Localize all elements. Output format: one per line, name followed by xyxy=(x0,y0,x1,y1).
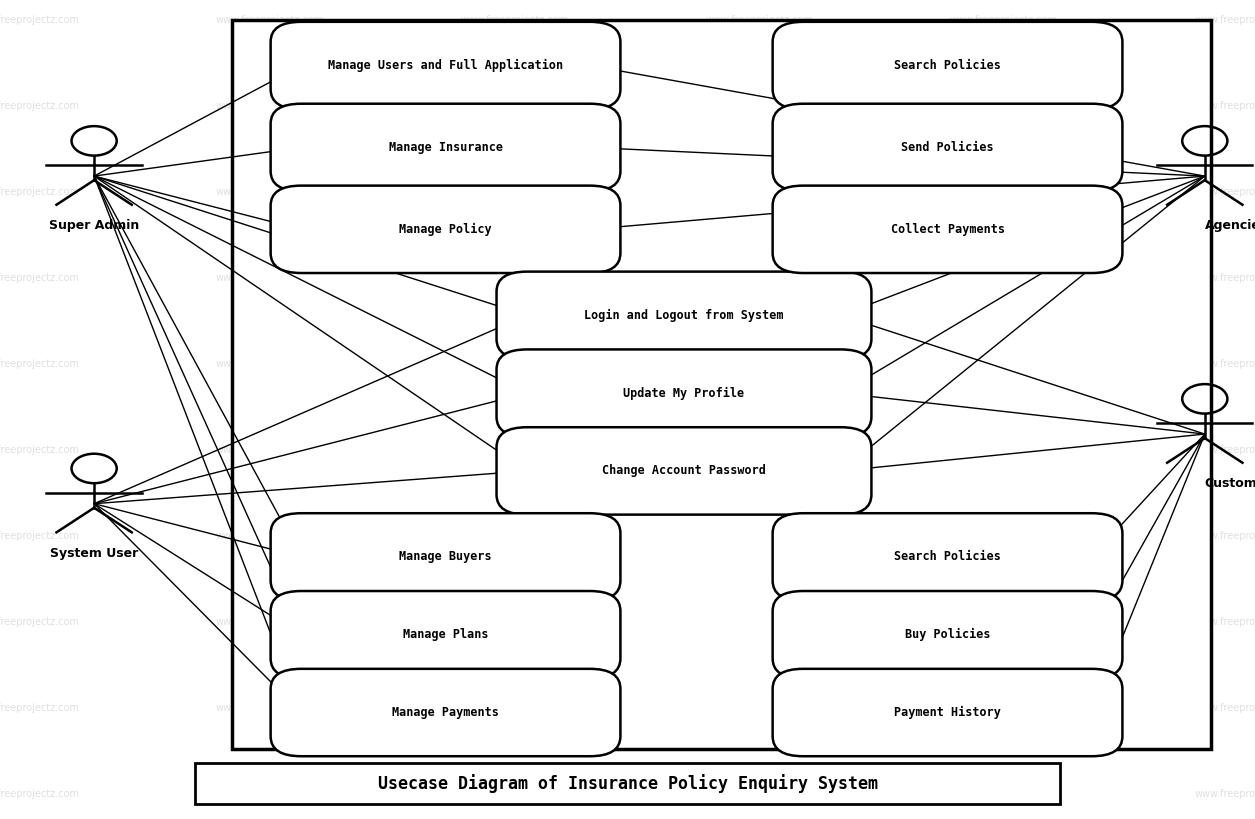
Text: www.freeprojectz.com: www.freeprojectz.com xyxy=(950,446,1058,455)
Bar xyxy=(232,20,1211,749)
FancyBboxPatch shape xyxy=(497,350,871,437)
Text: Manage Insurance: Manage Insurance xyxy=(389,141,502,154)
Text: www.freeprojectz.com: www.freeprojectz.com xyxy=(950,274,1058,283)
Text: www.freeprojectz.com: www.freeprojectz.com xyxy=(0,274,79,283)
Text: www.freeprojectz.com: www.freeprojectz.com xyxy=(461,446,569,455)
Text: www.freeprojectz.com: www.freeprojectz.com xyxy=(0,16,79,25)
Text: Login and Logout from System: Login and Logout from System xyxy=(585,309,783,322)
Text: www.freeprojectz.com: www.freeprojectz.com xyxy=(950,790,1058,799)
Text: Payment History: Payment History xyxy=(894,706,1001,719)
FancyBboxPatch shape xyxy=(773,186,1122,273)
Text: www.freeprojectz.com: www.freeprojectz.com xyxy=(1195,16,1255,25)
Text: www.freeprojectz.com: www.freeprojectz.com xyxy=(461,618,569,627)
FancyBboxPatch shape xyxy=(773,514,1122,600)
FancyBboxPatch shape xyxy=(271,514,620,600)
Text: www.freeprojectz.com: www.freeprojectz.com xyxy=(0,102,79,111)
Text: www.freeprojectz.com: www.freeprojectz.com xyxy=(216,188,324,197)
Text: www.freeprojectz.com: www.freeprojectz.com xyxy=(1195,704,1255,713)
Text: www.freeprojectz.com: www.freeprojectz.com xyxy=(1195,188,1255,197)
FancyBboxPatch shape xyxy=(271,22,620,109)
Text: www.freeprojectz.com: www.freeprojectz.com xyxy=(705,532,813,541)
Text: www.freeprojectz.com: www.freeprojectz.com xyxy=(0,360,79,369)
Text: www.freeprojectz.com: www.freeprojectz.com xyxy=(461,16,569,25)
Text: www.freeprojectz.com: www.freeprojectz.com xyxy=(705,102,813,111)
Text: Send Policies: Send Policies xyxy=(901,141,994,154)
Text: www.freeprojectz.com: www.freeprojectz.com xyxy=(1195,446,1255,455)
Text: www.freeprojectz.com: www.freeprojectz.com xyxy=(950,16,1058,25)
Text: Manage Payments: Manage Payments xyxy=(392,706,499,719)
FancyBboxPatch shape xyxy=(271,104,620,191)
Text: Buy Policies: Buy Policies xyxy=(905,628,990,641)
Text: www.freeprojectz.com: www.freeprojectz.com xyxy=(1195,360,1255,369)
Text: www.freeprojectz.com: www.freeprojectz.com xyxy=(705,618,813,627)
Text: www.freeprojectz.com: www.freeprojectz.com xyxy=(705,188,813,197)
Text: www.freeprojectz.com: www.freeprojectz.com xyxy=(950,360,1058,369)
Text: Customers: Customers xyxy=(1205,477,1255,491)
Text: www.freeprojectz.com: www.freeprojectz.com xyxy=(1195,102,1255,111)
Bar xyxy=(195,763,1060,804)
Text: Update My Profile: Update My Profile xyxy=(624,387,744,400)
Text: www.freeprojectz.com: www.freeprojectz.com xyxy=(461,360,569,369)
Text: www.freeprojectz.com: www.freeprojectz.com xyxy=(950,188,1058,197)
Text: www.freeprojectz.com: www.freeprojectz.com xyxy=(461,274,569,283)
Text: www.freeprojectz.com: www.freeprojectz.com xyxy=(0,446,79,455)
Text: www.freeprojectz.com: www.freeprojectz.com xyxy=(705,274,813,283)
Text: www.freeprojectz.com: www.freeprojectz.com xyxy=(216,532,324,541)
Text: Manage Policy: Manage Policy xyxy=(399,223,492,236)
Text: www.freeprojectz.com: www.freeprojectz.com xyxy=(0,532,79,541)
Text: www.freeprojectz.com: www.freeprojectz.com xyxy=(1195,274,1255,283)
Text: www.freeprojectz.com: www.freeprojectz.com xyxy=(216,446,324,455)
Text: Change Account Password: Change Account Password xyxy=(602,464,766,477)
Text: www.freeprojectz.com: www.freeprojectz.com xyxy=(0,704,79,713)
Text: Manage Plans: Manage Plans xyxy=(403,628,488,641)
Text: Super Admin: Super Admin xyxy=(49,219,139,233)
Text: www.freeprojectz.com: www.freeprojectz.com xyxy=(216,360,324,369)
Text: www.freeprojectz.com: www.freeprojectz.com xyxy=(705,790,813,799)
Text: www.freeprojectz.com: www.freeprojectz.com xyxy=(705,704,813,713)
Text: Search Policies: Search Policies xyxy=(894,550,1001,563)
Text: Manage Buyers: Manage Buyers xyxy=(399,550,492,563)
Text: www.freeprojectz.com: www.freeprojectz.com xyxy=(0,790,79,799)
Text: www.freeprojectz.com: www.freeprojectz.com xyxy=(461,188,569,197)
Text: www.freeprojectz.com: www.freeprojectz.com xyxy=(461,102,569,111)
FancyBboxPatch shape xyxy=(773,104,1122,191)
FancyBboxPatch shape xyxy=(271,186,620,273)
Text: Collect Payments: Collect Payments xyxy=(891,223,1004,236)
Text: www.freeprojectz.com: www.freeprojectz.com xyxy=(0,618,79,627)
FancyBboxPatch shape xyxy=(773,669,1122,756)
FancyBboxPatch shape xyxy=(497,428,871,514)
FancyBboxPatch shape xyxy=(271,591,620,678)
Text: System User: System User xyxy=(50,547,138,560)
Text: www.freeprojectz.com: www.freeprojectz.com xyxy=(705,16,813,25)
Text: www.freeprojectz.com: www.freeprojectz.com xyxy=(461,532,569,541)
Text: www.freeprojectz.com: www.freeprojectz.com xyxy=(216,790,324,799)
Text: www.freeprojectz.com: www.freeprojectz.com xyxy=(950,102,1058,111)
Text: www.freeprojectz.com: www.freeprojectz.com xyxy=(950,532,1058,541)
Text: Usecase Diagram of Insurance Policy Enquiry System: Usecase Diagram of Insurance Policy Enqu… xyxy=(378,774,877,794)
Text: www.freeprojectz.com: www.freeprojectz.com xyxy=(1195,532,1255,541)
FancyBboxPatch shape xyxy=(773,591,1122,678)
Text: www.freeprojectz.com: www.freeprojectz.com xyxy=(461,790,569,799)
FancyBboxPatch shape xyxy=(773,22,1122,109)
Text: Agencies: Agencies xyxy=(1205,219,1255,233)
Text: www.freeprojectz.com: www.freeprojectz.com xyxy=(1195,790,1255,799)
Text: www.freeprojectz.com: www.freeprojectz.com xyxy=(950,704,1058,713)
Text: www.freeprojectz.com: www.freeprojectz.com xyxy=(950,618,1058,627)
Text: www.freeprojectz.com: www.freeprojectz.com xyxy=(705,360,813,369)
Text: www.freeprojectz.com: www.freeprojectz.com xyxy=(1195,618,1255,627)
FancyBboxPatch shape xyxy=(271,669,620,756)
Text: www.freeprojectz.com: www.freeprojectz.com xyxy=(0,188,79,197)
Text: www.freeprojectz.com: www.freeprojectz.com xyxy=(216,102,324,111)
FancyBboxPatch shape xyxy=(497,272,871,359)
Text: www.freeprojectz.com: www.freeprojectz.com xyxy=(216,274,324,283)
Text: www.freeprojectz.com: www.freeprojectz.com xyxy=(705,446,813,455)
Text: www.freeprojectz.com: www.freeprojectz.com xyxy=(461,704,569,713)
Text: www.freeprojectz.com: www.freeprojectz.com xyxy=(216,618,324,627)
Text: Manage Users and Full Application: Manage Users and Full Application xyxy=(328,59,563,72)
Text: Search Policies: Search Policies xyxy=(894,59,1001,72)
Text: www.freeprojectz.com: www.freeprojectz.com xyxy=(216,704,324,713)
Text: www.freeprojectz.com: www.freeprojectz.com xyxy=(216,16,324,25)
